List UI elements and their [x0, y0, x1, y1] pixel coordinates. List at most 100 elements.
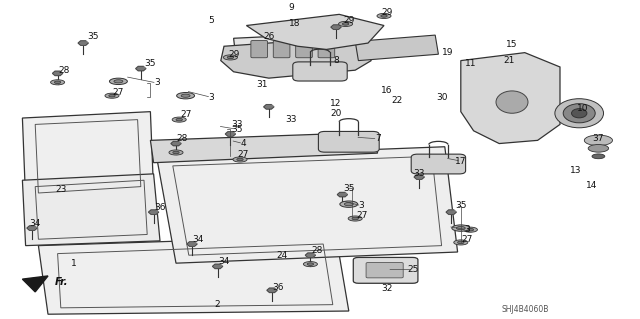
FancyBboxPatch shape	[251, 41, 268, 58]
Ellipse shape	[176, 118, 182, 121]
Text: 28: 28	[58, 66, 70, 75]
Text: 18: 18	[289, 19, 300, 28]
Text: 35: 35	[231, 125, 243, 134]
Text: 16: 16	[381, 86, 393, 95]
Ellipse shape	[169, 150, 183, 155]
Text: 32: 32	[381, 284, 393, 293]
Text: 4: 4	[241, 139, 246, 148]
FancyBboxPatch shape	[319, 131, 380, 152]
Ellipse shape	[339, 21, 353, 26]
Ellipse shape	[172, 117, 186, 122]
Text: 3: 3	[154, 78, 159, 87]
Ellipse shape	[51, 80, 65, 85]
Polygon shape	[187, 242, 197, 246]
Ellipse shape	[223, 55, 237, 60]
Ellipse shape	[307, 263, 314, 265]
Ellipse shape	[237, 158, 243, 161]
Ellipse shape	[352, 217, 358, 220]
Ellipse shape	[454, 240, 468, 245]
Ellipse shape	[177, 93, 195, 99]
Text: 27: 27	[237, 150, 249, 159]
Text: 36: 36	[154, 203, 166, 212]
Ellipse shape	[563, 104, 595, 123]
Polygon shape	[52, 71, 63, 76]
Ellipse shape	[467, 228, 474, 231]
Text: 29: 29	[343, 16, 355, 25]
Text: 31: 31	[257, 80, 268, 89]
Polygon shape	[414, 175, 424, 179]
Text: 34: 34	[29, 219, 41, 228]
Text: Fr.: Fr.	[54, 277, 68, 287]
Text: 9: 9	[289, 4, 294, 12]
Ellipse shape	[377, 13, 391, 19]
Text: 27: 27	[461, 235, 473, 244]
Text: 23: 23	[55, 185, 67, 194]
Text: 21: 21	[503, 56, 515, 65]
Ellipse shape	[381, 15, 387, 17]
Ellipse shape	[109, 94, 115, 97]
Text: 35: 35	[455, 201, 467, 210]
Text: 5: 5	[209, 16, 214, 25]
Polygon shape	[264, 105, 274, 109]
Polygon shape	[212, 264, 223, 269]
Polygon shape	[150, 132, 378, 163]
Ellipse shape	[233, 157, 247, 162]
Polygon shape	[136, 66, 146, 71]
Ellipse shape	[592, 154, 605, 159]
Text: 10: 10	[577, 104, 588, 113]
Text: 33: 33	[413, 169, 425, 178]
Text: SHJ4B4060B: SHJ4B4060B	[501, 305, 548, 314]
Text: 35: 35	[343, 184, 355, 193]
Ellipse shape	[109, 78, 127, 85]
Text: 28: 28	[311, 246, 323, 255]
Polygon shape	[27, 226, 37, 230]
FancyBboxPatch shape	[412, 154, 466, 174]
Polygon shape	[355, 35, 438, 61]
Polygon shape	[267, 288, 277, 293]
Text: 2: 2	[215, 300, 220, 309]
Text: 29: 29	[228, 50, 239, 59]
Text: 19: 19	[442, 48, 454, 57]
Text: 20: 20	[330, 109, 342, 118]
Ellipse shape	[588, 145, 609, 152]
Text: 7: 7	[375, 134, 380, 143]
Text: 35: 35	[87, 32, 99, 41]
Ellipse shape	[344, 203, 353, 206]
Ellipse shape	[181, 94, 190, 97]
Text: 36: 36	[273, 283, 284, 292]
Text: 3: 3	[209, 93, 214, 102]
Text: 33: 33	[231, 120, 243, 129]
Polygon shape	[22, 276, 48, 292]
Text: 27: 27	[180, 110, 191, 119]
Polygon shape	[78, 41, 88, 45]
Text: 3: 3	[359, 201, 364, 210]
Polygon shape	[38, 236, 349, 314]
Ellipse shape	[458, 241, 464, 244]
Ellipse shape	[456, 226, 465, 230]
Text: 3: 3	[465, 225, 470, 234]
Text: 15: 15	[506, 40, 518, 49]
Polygon shape	[22, 112, 154, 199]
Text: 26: 26	[263, 32, 275, 41]
Ellipse shape	[572, 109, 587, 118]
Text: 14: 14	[586, 181, 598, 189]
Ellipse shape	[584, 135, 612, 145]
Text: 27: 27	[113, 88, 124, 97]
Text: 13: 13	[570, 166, 582, 175]
Ellipse shape	[227, 56, 234, 59]
Text: 34: 34	[218, 257, 230, 266]
Polygon shape	[22, 174, 160, 246]
Polygon shape	[234, 33, 336, 65]
FancyBboxPatch shape	[353, 257, 418, 283]
Text: 28: 28	[177, 134, 188, 143]
Text: 30: 30	[436, 93, 447, 102]
Ellipse shape	[348, 216, 362, 221]
Text: 25: 25	[407, 265, 419, 274]
Ellipse shape	[105, 93, 119, 98]
Polygon shape	[148, 210, 159, 214]
Text: 35: 35	[145, 59, 156, 68]
Text: 27: 27	[356, 211, 367, 220]
FancyBboxPatch shape	[318, 41, 335, 58]
FancyBboxPatch shape	[293, 62, 347, 81]
Text: 29: 29	[381, 8, 393, 17]
